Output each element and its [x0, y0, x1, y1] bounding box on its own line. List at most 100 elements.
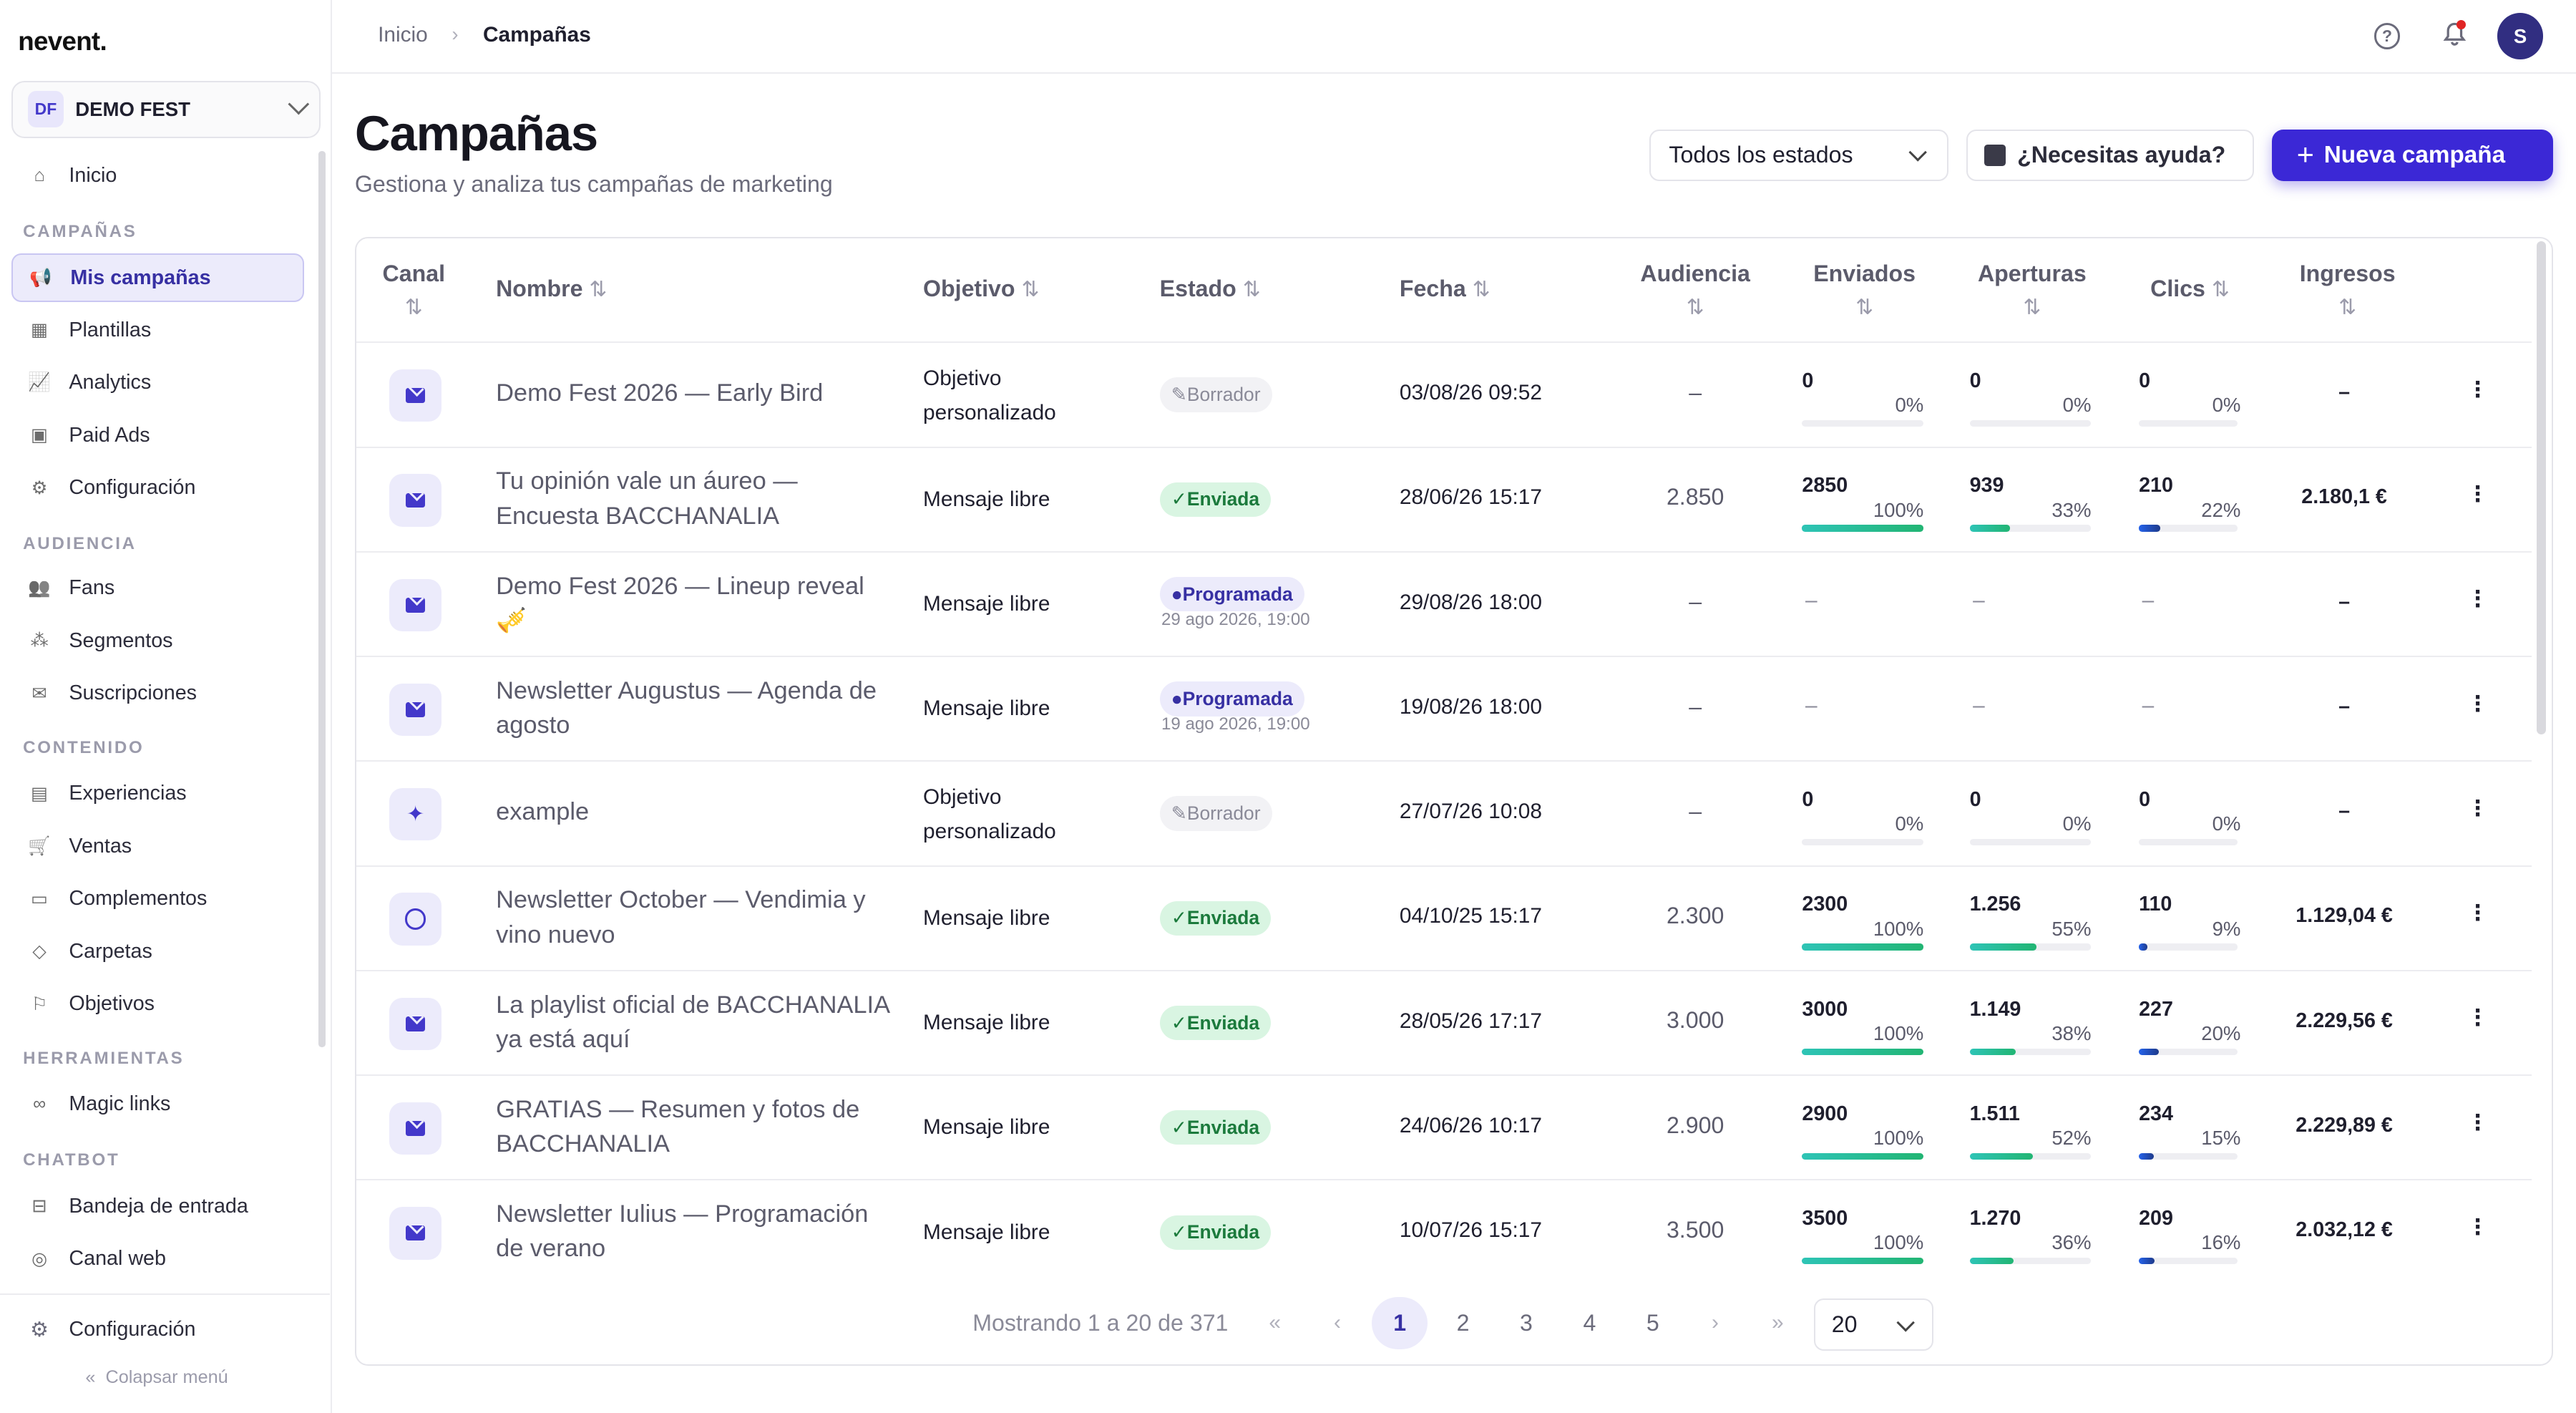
- more-options-icon[interactable]: · · ·: [2474, 681, 2483, 724]
- status-badge: ✎ Borrador: [1159, 377, 1272, 412]
- table-row[interactable]: La playlist oficial de BACCHANALIA ya es…: [356, 969, 2532, 1075]
- col-header-enviados[interactable]: Enviados ⇅: [1813, 261, 1916, 320]
- sidebar-item-complementos[interactable]: ▭ Complementos: [11, 874, 304, 923]
- sidebar-item-mis-campa-as[interactable]: 📢 Mis campañas: [11, 253, 304, 303]
- table-row[interactable]: Demo Fest 2026 — Early Bird Objetivo pers…: [356, 341, 2532, 447]
- metric-sent: 3500 100%: [1802, 1207, 1926, 1273]
- sidebar-item-inicio[interactable]: ⌂ Inicio: [11, 151, 304, 200]
- metric-percent: 100%: [1873, 498, 1924, 521]
- more-options-icon[interactable]: · · ·: [2474, 786, 2483, 830]
- campaign-revenue: –: [2338, 800, 2351, 823]
- col-header-audiencia[interactable]: Audiencia ⇅: [1640, 261, 1750, 320]
- metric-value: 234: [2139, 1102, 2173, 1125]
- col-header-fecha[interactable]: Fecha ⇅: [1399, 275, 1491, 301]
- sidebar-item-suscripciones[interactable]: ✉ Suscripciones: [11, 669, 304, 718]
- sort-icon: ⇅: [1686, 296, 1704, 320]
- sidebar-item-fans[interactable]: 👥 Fans: [11, 564, 304, 613]
- table-row[interactable]: Newsletter Iulius — Programación de vera…: [356, 1179, 2532, 1284]
- campaign-audience: 3.000: [1666, 1007, 1724, 1034]
- pagination-page-button[interactable]: 4: [1583, 1309, 1596, 1336]
- campaign-name[interactable]: GRATIAS — Resumen y fotos de BACCHANALIA: [496, 1095, 860, 1158]
- table-row[interactable]: Newsletter Augustus — Agenda de agosto Me…: [356, 656, 2532, 761]
- table-row[interactable]: Tu opinión vale un áureo — Encuesta BACC…: [356, 446, 2532, 552]
- sidebar-item-experiencias[interactable]: ▤ Experiencias: [11, 769, 304, 819]
- sidebar-item-analytics[interactable]: 📈 Analytics: [11, 359, 304, 408]
- metric-opens: 939 33%: [1969, 474, 2094, 540]
- pagination-info: Mostrando 1 a 20 de 371: [972, 1309, 1229, 1336]
- col-header-canal[interactable]: Canal ⇅: [382, 261, 446, 320]
- more-options-icon[interactable]: · · ·: [2474, 577, 2483, 620]
- table-row[interactable]: ✦ example Objetivo personalizado ✎ Borrador…: [356, 760, 2532, 865]
- status-filter-select[interactable]: Todos los estados: [1649, 130, 1949, 181]
- campaign-name[interactable]: example: [496, 798, 590, 826]
- avatar[interactable]: S: [2497, 13, 2544, 59]
- new-campaign-button[interactable]: + Nueva campaña: [2272, 130, 2553, 181]
- campaign-name[interactable]: La playlist oficial de BACCHANALIA ya es…: [496, 991, 889, 1053]
- sidebar-item-carpetas[interactable]: ◇ Carpetas: [11, 927, 304, 976]
- collapse-menu-button[interactable]: « Colapsar menú: [85, 1367, 228, 1388]
- table-row[interactable]: GRATIAS — Resumen y fotos de BACCHANALIA…: [356, 1074, 2532, 1180]
- campaign-name[interactable]: Demo Fest 2026 — Early Bird: [496, 379, 824, 407]
- campaign-name[interactable]: Tu opinión vale un áureo — Encuesta BACC…: [496, 467, 798, 530]
- help-button[interactable]: ¿Necesitas ayuda?: [1966, 130, 2255, 181]
- campaign-name[interactable]: Newsletter October — Vendimia y vino nue…: [496, 886, 866, 948]
- col-header-estado[interactable]: Estado ⇅: [1159, 275, 1261, 301]
- col-header-nombre[interactable]: Nombre ⇅: [496, 275, 608, 301]
- more-options-icon[interactable]: · · ·: [2474, 472, 2483, 515]
- metric-sent: 2900 100%: [1802, 1102, 1926, 1168]
- sidebar-item-bandeja-de-entrada[interactable]: ⊟ Bandeja de entrada: [11, 1182, 304, 1231]
- status-filter-value: Todos los estados: [1669, 142, 1853, 168]
- gear-icon: ⚙: [30, 1318, 49, 1341]
- sidebar-item-magic-links[interactable]: ∞ Magic links: [11, 1079, 304, 1129]
- more-options-icon[interactable]: · · ·: [2474, 891, 2483, 934]
- metric-percent: 0%: [1895, 812, 1924, 835]
- sort-icon: ⇅: [1855, 296, 1874, 320]
- more-options-icon[interactable]: · · ·: [2474, 996, 2483, 1039]
- campaign-name[interactable]: Newsletter Augustus — Agenda de agosto: [496, 676, 877, 739]
- col-header-objetivo[interactable]: Objetivo ⇅: [923, 275, 1040, 301]
- more-options-icon[interactable]: · · ·: [2474, 367, 2483, 411]
- more-options-icon[interactable]: · · ·: [2474, 1205, 2483, 1248]
- campaign-revenue: –: [2338, 590, 2351, 613]
- metric-value: 3500: [1802, 1207, 1848, 1230]
- status-badge: ✓ Enviada: [1159, 1005, 1272, 1041]
- status-icon: ✓: [1171, 1221, 1187, 1243]
- sidebar-item-segmentos[interactable]: ⁂ Segmentos: [11, 616, 304, 666]
- tag-icon: ◇: [32, 941, 47, 962]
- more-options-icon[interactable]: · · ·: [2474, 1100, 2483, 1143]
- table-scrollbar[interactable]: [2536, 241, 2547, 734]
- page-size-select[interactable]: 20: [1813, 1298, 1934, 1351]
- pagination-last-button[interactable]: »: [1771, 1311, 1784, 1335]
- pagination-first-button[interactable]: «: [1269, 1311, 1281, 1335]
- pagination-page-button[interactable]: 5: [1646, 1309, 1659, 1336]
- sidebar-item-plantillas[interactable]: ▦ Plantillas: [11, 306, 304, 355]
- pagination-prev-button[interactable]: ‹: [1333, 1311, 1341, 1335]
- sidebar-item-configuraci-n[interactable]: ⚙ Configuración: [11, 463, 304, 513]
- table-row[interactable]: Demo Fest 2026 — Lineup reveal 🎺 Mensaje …: [356, 550, 2532, 656]
- pagination-next-button[interactable]: ›: [1712, 1311, 1719, 1335]
- col-header-aperturas[interactable]: Aperturas ⇅: [1977, 261, 2087, 320]
- pagination-page-button[interactable]: 2: [1456, 1309, 1470, 1336]
- users-icon: 👥: [28, 578, 51, 598]
- metric-bar: [1969, 1258, 2092, 1265]
- pagination-page-button[interactable]: 1: [1372, 1296, 1428, 1349]
- metric-percent: 0%: [2062, 394, 2092, 417]
- sidebar-scrollbar[interactable]: [318, 151, 326, 1047]
- breadcrumb-home[interactable]: Inicio: [378, 23, 428, 47]
- col-header-ingresos[interactable]: Ingresos ⇅: [2299, 261, 2396, 320]
- sidebar-item-canal-web[interactable]: ◎ Canal web: [11, 1234, 304, 1283]
- sidebar-item-paid-ads[interactable]: ▣ Paid Ads: [11, 411, 304, 460]
- sidebar-item-settings-footer[interactable]: ⚙ Configuración: [11, 1305, 304, 1354]
- metric-clicks: 234 15%: [2139, 1102, 2244, 1168]
- campaign-name[interactable]: Newsletter Iulius — Programación de vera…: [496, 1200, 869, 1263]
- help-icon[interactable]: ?: [2373, 23, 2401, 49]
- pagination-page-button[interactable]: 3: [1520, 1309, 1533, 1336]
- sidebar-item-objetivos[interactable]: ⚐ Objetivos: [11, 979, 304, 1029]
- campaign-name[interactable]: Demo Fest 2026 — Lineup reveal 🎺: [496, 572, 864, 634]
- org-switcher[interactable]: DF DEMO FEST: [11, 80, 321, 138]
- plus-icon: +: [2296, 138, 2314, 172]
- col-header-clics[interactable]: Clics ⇅: [2150, 275, 2230, 301]
- campaign-objective: Objetivo personalizado: [923, 366, 1056, 424]
- table-row[interactable]: Newsletter October — Vendimia y vino nue…: [356, 865, 2532, 971]
- sidebar-item-ventas[interactable]: 🛒 Ventas: [11, 822, 304, 871]
